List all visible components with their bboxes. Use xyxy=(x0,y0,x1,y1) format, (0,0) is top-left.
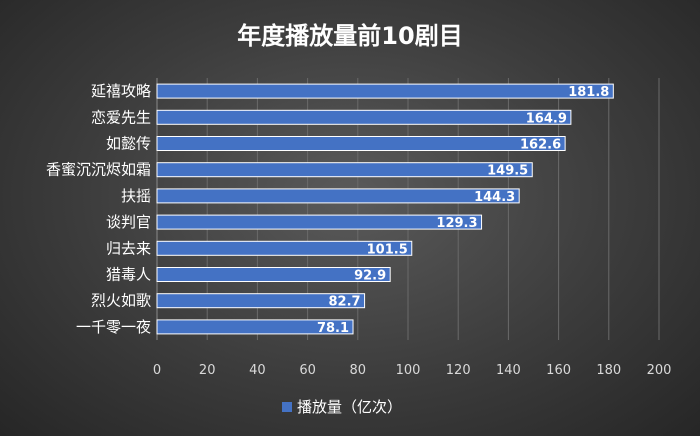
x-tick-label: 0 xyxy=(153,363,161,378)
chart-title: 年度播放量前10剧目 xyxy=(237,22,462,50)
bar xyxy=(156,188,520,204)
legend-swatch xyxy=(282,402,292,412)
data-label: 129.3 xyxy=(436,216,477,231)
legend-label: 播放量（亿次） xyxy=(297,398,402,416)
data-label: 82.7 xyxy=(328,295,360,310)
bar xyxy=(156,136,566,151)
data-label: 181.8 xyxy=(568,85,609,100)
x-tick-label: 60 xyxy=(299,363,316,378)
bar xyxy=(156,214,483,230)
category-label: 归去来 xyxy=(106,239,151,257)
category-label: 恋爱先生 xyxy=(91,108,151,126)
x-tick-label: 80 xyxy=(350,363,367,378)
x-tick-label: 40 xyxy=(249,363,266,378)
data-label: 149.5 xyxy=(487,164,528,179)
category-label: 延禧攻略 xyxy=(91,82,151,100)
bar xyxy=(156,293,366,309)
category-label: 如懿传 xyxy=(106,135,151,153)
category-label: 谈判官 xyxy=(106,213,151,231)
x-tick-label: 120 xyxy=(446,363,471,378)
data-label: 92.9 xyxy=(354,269,386,284)
x-tick-labels: 0 20 40 60 80 100 120 140 160 180 200 xyxy=(153,363,672,378)
x-tick-label: 140 xyxy=(496,363,521,378)
category-label: 猎毒人 xyxy=(106,266,151,284)
category-label: 烈火如歌 xyxy=(91,292,151,310)
category-label: 一千零一夜 xyxy=(76,318,151,336)
bar xyxy=(156,109,572,125)
legend: 播放量（亿次） xyxy=(282,398,402,416)
category-label: 香蜜沉沉烬如霜 xyxy=(46,161,151,179)
bar xyxy=(156,83,614,99)
bar xyxy=(156,162,533,178)
bar xyxy=(156,267,391,282)
data-label: 164.9 xyxy=(526,111,567,126)
x-tick-label: 200 xyxy=(647,363,672,378)
category-label: 扶摇 xyxy=(121,187,151,205)
data-label: 78.1 xyxy=(317,321,349,336)
bar xyxy=(156,319,354,335)
bars xyxy=(156,83,614,335)
x-tick-label: 100 xyxy=(396,363,421,378)
x-tick-label: 20 xyxy=(199,363,216,378)
bar xyxy=(156,240,413,256)
data-label: 162.6 xyxy=(520,138,561,153)
data-label: 101.5 xyxy=(367,242,408,257)
x-tick-label: 180 xyxy=(596,363,621,378)
x-tick-label: 160 xyxy=(546,363,571,378)
data-label: 144.3 xyxy=(474,190,515,205)
